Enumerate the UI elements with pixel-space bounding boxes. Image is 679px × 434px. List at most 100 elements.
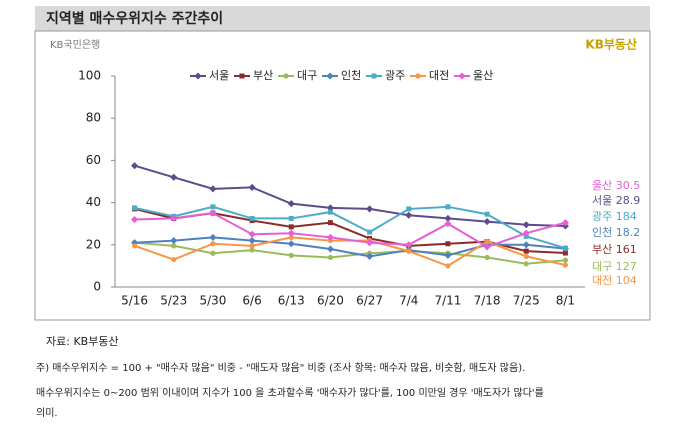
end-label: 대전 104 [592, 274, 637, 287]
marker [131, 243, 138, 249]
marker [484, 254, 490, 261]
marker [210, 204, 216, 210]
brand-logo: KB부동산 [585, 37, 637, 52]
marker [209, 209, 217, 217]
marker [288, 234, 294, 241]
marker [327, 220, 333, 226]
x-tick-label: 7/18 [474, 294, 501, 308]
marker [458, 72, 466, 80]
y-tick-label: 40 [86, 195, 101, 209]
legend-label: 부산 [253, 69, 273, 82]
marker [287, 229, 295, 237]
x-tick-label: 6/6 [242, 294, 261, 308]
marker [210, 250, 216, 256]
end-label: 부산 161 [592, 243, 637, 256]
title: 지역별 매수우위지수 주간추이 [46, 10, 223, 27]
marker [483, 243, 491, 251]
y-tick-label: 80 [86, 111, 101, 125]
marker [210, 241, 216, 247]
source: 자료: KB부동산 [46, 335, 119, 348]
end-label: 인천 18.2 [592, 225, 640, 239]
marker [366, 252, 374, 260]
marker [170, 237, 178, 245]
x-tick-label: 6/27 [356, 294, 383, 308]
x-tick-label: 5/30 [199, 294, 226, 308]
marker [132, 205, 138, 211]
marker [131, 162, 139, 170]
marker [288, 252, 294, 258]
marker [562, 250, 568, 256]
line [134, 241, 566, 265]
end-label: 대구 127 [592, 260, 637, 273]
bank-logo: KB국민은행 [50, 39, 100, 51]
note: 의미. [36, 407, 58, 419]
note: 주) 매수우위지수 = 100 + "매수자 많음" 비중 - "매도자 많음"… [36, 361, 525, 374]
marker [405, 241, 413, 249]
marker [406, 206, 412, 212]
marker [562, 257, 569, 263]
marker [367, 229, 373, 235]
marker [444, 251, 452, 259]
marker [248, 183, 256, 191]
x-tick-label: 6/20 [317, 294, 344, 308]
marker [170, 214, 178, 222]
marker [327, 254, 334, 261]
y-tick-label: 20 [86, 237, 101, 251]
marker [366, 205, 374, 213]
marker [444, 214, 452, 222]
end-label: 광주 184 [592, 210, 637, 223]
marker [194, 72, 202, 80]
marker [562, 262, 569, 268]
marker [445, 204, 451, 210]
y-tick-label: 60 [86, 153, 101, 167]
x-tick-label: 5/23 [160, 294, 187, 308]
chart-frame [34, 30, 651, 321]
y-tick-label: 100 [78, 69, 101, 83]
marker [287, 240, 295, 248]
marker [484, 211, 490, 217]
marker [371, 73, 377, 79]
marker [483, 218, 491, 226]
legend-label: 대전 [429, 69, 449, 82]
marker [248, 237, 256, 245]
marker [249, 215, 255, 221]
end-label: 울산 30.5 [592, 179, 640, 192]
marker [171, 256, 177, 263]
end-label: 서울 28.9 [592, 194, 640, 207]
x-tick-label: 6/13 [278, 294, 305, 308]
marker [406, 248, 412, 254]
marker [283, 73, 289, 79]
marker [288, 215, 294, 221]
marker [209, 233, 217, 241]
marker [522, 221, 530, 229]
line [134, 212, 566, 249]
marker [326, 245, 334, 253]
marker [415, 73, 421, 79]
marker [131, 215, 139, 224]
marker [405, 211, 413, 219]
marker [249, 247, 255, 253]
marker [562, 245, 568, 251]
marker [170, 173, 178, 181]
marker [327, 209, 333, 215]
note: 매수우위지수는 0~200 범위 이내이며 지수가 100 을 초과할수록 '매… [36, 386, 544, 399]
legend-label: 울산 [473, 69, 493, 82]
marker [248, 230, 256, 238]
header-bar [35, 6, 650, 31]
marker [326, 233, 334, 241]
x-tick-label: 7/11 [434, 294, 461, 308]
x-tick-label: 7/25 [513, 294, 540, 308]
x-tick-label: 7/4 [399, 294, 418, 308]
marker [444, 220, 452, 228]
marker [523, 253, 529, 260]
line [134, 164, 566, 228]
marker [326, 72, 334, 80]
marker [171, 243, 177, 249]
marker [209, 185, 217, 193]
marker [522, 229, 530, 237]
marker [561, 219, 569, 227]
legend-label: 인천 [341, 68, 361, 82]
marker [239, 73, 245, 79]
